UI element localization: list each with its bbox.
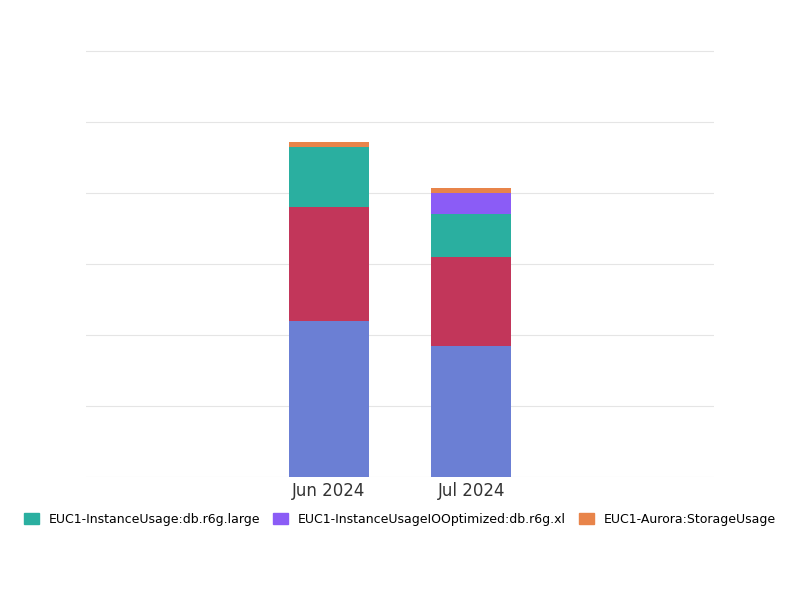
Bar: [289, 146, 369, 207]
Bar: [431, 188, 511, 193]
Bar: [431, 257, 511, 346]
Bar: [431, 193, 511, 214]
Bar: [431, 214, 511, 257]
Bar: [431, 346, 511, 477]
Legend: EUC1-InstanceUsage:db.r6g.large, EUC1-InstanceUsageIOOptimized:db.r6g.xl, EUC1-A: EUC1-InstanceUsage:db.r6g.large, EUC1-In…: [19, 508, 781, 531]
Bar: [289, 207, 369, 321]
Bar: [289, 321, 369, 477]
Bar: [289, 142, 369, 146]
